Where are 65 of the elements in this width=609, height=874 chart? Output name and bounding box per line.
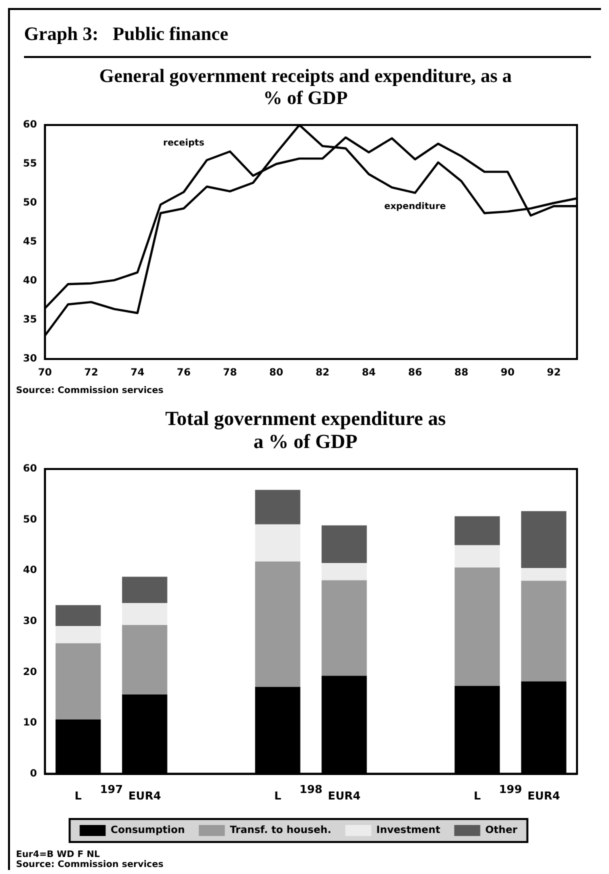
y-tick-label: 0 <box>30 768 37 780</box>
y-tick-label: 30 <box>22 616 37 627</box>
bar <box>322 580 367 676</box>
bar <box>122 624 168 695</box>
text: 199 <box>499 783 522 796</box>
bar <box>255 490 300 524</box>
source-note: Source: Commission services <box>16 860 164 870</box>
x-tick-label: 74 <box>130 368 144 379</box>
legend-label: Investment <box>376 825 440 836</box>
legend-label: Consumption <box>110 825 185 836</box>
x-tick-label: 70 <box>38 368 52 379</box>
x-tick-label: L <box>474 789 481 802</box>
bar <box>122 576 168 604</box>
y-tick-label: 40 <box>22 565 37 576</box>
series-label: receipts <box>163 138 204 149</box>
y-tick-label: 35 <box>22 314 37 326</box>
y-tick-label: 30 <box>22 354 37 365</box>
x-tick-label: EUR4 <box>128 789 162 802</box>
chart-title: Graph 3: Public finance <box>24 24 591 58</box>
x-tick-label: 88 <box>454 368 468 379</box>
y-tick-label: 60 <box>22 464 37 475</box>
text: 198 <box>299 783 322 796</box>
y-tick-label: 50 <box>22 198 37 209</box>
bar <box>521 580 566 682</box>
x-tick-label: 82 <box>316 368 330 379</box>
x-tick-label: 76 <box>176 368 191 379</box>
x-tick-label: L <box>274 789 282 802</box>
y-tick-label: 45 <box>22 236 37 248</box>
bar <box>521 511 566 568</box>
x-tick-label: 90 <box>500 368 515 379</box>
y-tick-label: 40 <box>22 276 37 287</box>
bar <box>322 525 367 563</box>
x-tick-label: 86 <box>408 368 422 379</box>
bar <box>521 568 566 581</box>
bar <box>454 516 500 546</box>
bar <box>56 626 101 644</box>
bar <box>255 524 300 562</box>
y-tick-label: 60 <box>22 120 37 131</box>
text: Eur4=B WD F NL <box>16 850 101 860</box>
x-tick-label: 72 <box>84 368 98 379</box>
y-tick-label: 50 <box>22 514 37 526</box>
legend-label: Transf. to househ. <box>230 825 332 836</box>
x-tick-label: L <box>74 789 82 802</box>
chart-title: Total government expenditure as a % of GDP <box>164 408 447 454</box>
bar <box>255 561 300 687</box>
y-tick-label: 20 <box>22 666 37 678</box>
y-tick-label: 55 <box>22 158 37 170</box>
bar <box>454 568 500 686</box>
bar <box>322 562 367 580</box>
bar <box>56 643 101 720</box>
chart-subtitle: General government receipts and expenditure, as a % of GDP <box>98 66 513 110</box>
x-tick-label: 84 <box>362 368 376 379</box>
x-tick-label: 78 <box>223 368 237 379</box>
bar <box>122 603 168 625</box>
bar <box>454 545 500 568</box>
x-tick-label: EUR4 <box>328 789 361 802</box>
x-tick-label: 80 <box>269 368 284 379</box>
y-tick-label: 10 <box>22 718 37 729</box>
text: 197 <box>100 783 123 796</box>
x-tick-label: 92 <box>546 368 561 379</box>
series-label: expenditure <box>384 202 446 212</box>
bar <box>56 605 101 626</box>
source-note: Source: Commission services <box>16 386 164 396</box>
x-tick-label: EUR4 <box>527 789 560 802</box>
legend-label: Other <box>485 825 518 836</box>
